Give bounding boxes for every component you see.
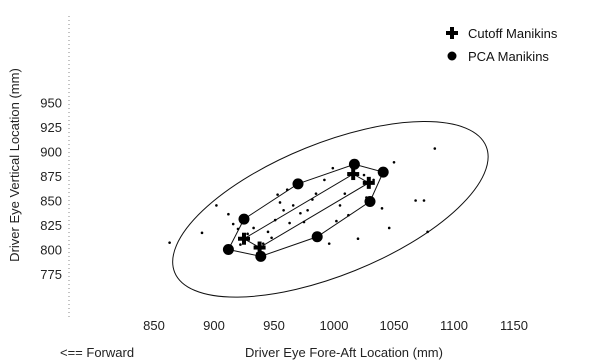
ellipse-outline [172, 121, 489, 298]
x-tick-label: 850 [143, 318, 165, 333]
data-point [270, 236, 273, 240]
data-point [338, 204, 342, 207]
data-point [276, 193, 279, 196]
y-tick-label: 825 [40, 218, 62, 233]
data-point [246, 232, 249, 236]
data-point [335, 219, 338, 223]
data-point [168, 241, 171, 244]
x-tick-label: 1100 [440, 318, 468, 333]
y-tick-label: 900 [40, 145, 62, 160]
x-axis-title: Driver Eye Fore-Aft Location (mm) [245, 345, 443, 360]
pca-manikin-marker [348, 158, 360, 170]
data-point [255, 252, 259, 255]
data-point [299, 211, 302, 215]
confidence-ellipse [172, 121, 489, 298]
data-point [387, 226, 391, 230]
data-point [282, 209, 285, 212]
x-tick-label: 1150 [500, 318, 528, 333]
data-point [273, 218, 277, 222]
data-point [239, 243, 242, 246]
y-tick-label: 775 [40, 267, 62, 282]
data-points [168, 147, 437, 262]
data-point [236, 227, 240, 231]
y-tick-label: 850 [40, 194, 62, 209]
data-point [285, 188, 289, 192]
y-tick-label: 875 [40, 169, 62, 184]
pca-manikin-marker [292, 178, 304, 190]
data-point [231, 222, 235, 226]
legend-label-pca: PCA Manikins [468, 49, 549, 64]
data-point [311, 198, 314, 201]
x-tick-label: 900 [203, 318, 225, 333]
y-tick-label: 925 [40, 120, 62, 135]
data-point [331, 166, 335, 170]
legend: Cutoff Manikins PCA Manikins [446, 26, 558, 64]
data-point [362, 173, 366, 177]
cutoff-manikin-marker [347, 168, 360, 181]
x-tick-label: 1050 [380, 318, 409, 333]
legend-label-cutoff: Cutoff Manikins [468, 26, 558, 41]
data-point [365, 196, 368, 199]
data-point [356, 237, 360, 241]
data-point [252, 226, 255, 230]
data-point [215, 204, 218, 207]
data-point [227, 212, 230, 216]
data-point [414, 199, 417, 202]
data-point [347, 213, 350, 217]
data-point [422, 199, 426, 202]
y-axis-title: Driver Eye Vertical Location (mm) [7, 68, 22, 262]
data-point [372, 178, 375, 182]
data-point [433, 147, 437, 150]
cutoff-manikin-marker [253, 241, 266, 254]
data-point [350, 161, 354, 165]
forward-direction-label: <== Forward [60, 345, 134, 360]
pca-manikin-marker [311, 231, 323, 243]
data-point [318, 237, 321, 241]
cutoff-manikin-marker [238, 232, 250, 245]
data-point [392, 160, 396, 164]
data-point [261, 242, 265, 245]
x-tick-label: 1000 [320, 318, 349, 333]
data-point [291, 204, 295, 207]
data-point [323, 178, 326, 182]
data-point [200, 231, 204, 235]
series-outlines [227, 163, 384, 257]
pca-manikin-marker [364, 195, 376, 207]
pca-manikin-marker [222, 244, 234, 255]
y-tick-labels: 775 800 825 850 875 900 925 950 [40, 96, 62, 283]
data-point [314, 192, 318, 195]
y-tick-label: 800 [40, 243, 62, 258]
data-point [343, 192, 347, 195]
y-tick-label: 950 [40, 96, 62, 111]
legend-cross-icon [446, 27, 458, 39]
pca-manikin-marker [377, 166, 389, 178]
data-point [426, 230, 429, 234]
legend-circle-icon [447, 51, 457, 61]
data-point [327, 242, 331, 245]
pca-manikin-marker [238, 213, 250, 225]
data-point [380, 207, 384, 210]
cutoff-manikin-marker [362, 176, 375, 189]
data-point [258, 257, 261, 260]
data-point [278, 201, 282, 204]
x-tick-labels: 850 900 950 1000 1050 1100 1150 [143, 318, 528, 333]
x-tick-label: 950 [263, 318, 285, 333]
data-point [306, 209, 309, 212]
data-point [288, 221, 291, 225]
data-point [302, 220, 306, 224]
data-point [266, 230, 270, 234]
